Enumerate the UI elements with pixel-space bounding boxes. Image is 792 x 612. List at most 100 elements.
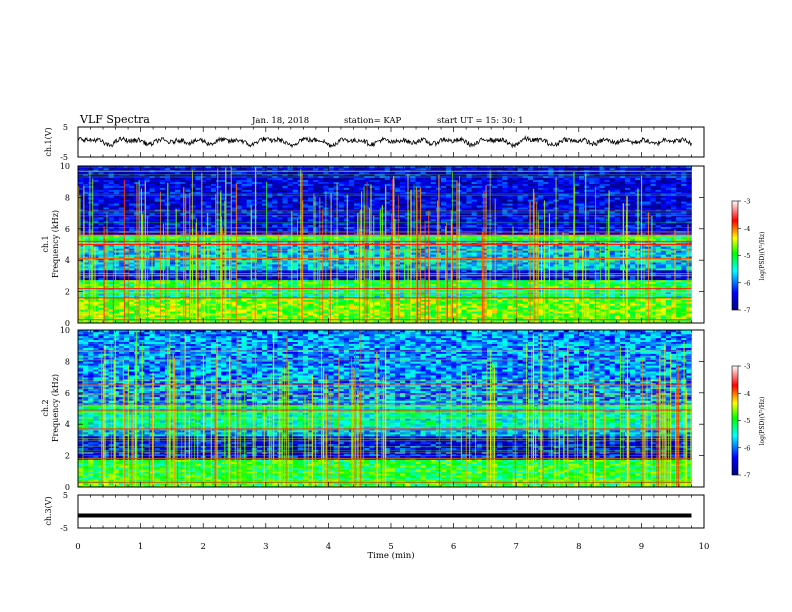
spectrogram-cell (195, 183, 201, 186)
spectrogram-cell (343, 283, 350, 287)
spectrogram-cell (374, 309, 380, 312)
spectrogram-cell (348, 313, 355, 316)
spectrogram-cell (78, 254, 84, 257)
spectrogram-cell (241, 307, 248, 310)
spectrogram-cell (124, 270, 130, 273)
spectrogram-cell (333, 275, 340, 279)
spectrogram-cell (308, 183, 314, 186)
spectrogram-cell (180, 248, 186, 251)
spectrogram-cell (302, 266, 309, 269)
spectrogram-cell (236, 303, 242, 306)
spectrogram-cell (282, 270, 288, 273)
spectrogram-cell (343, 246, 350, 249)
spectrogram-cell (374, 181, 380, 184)
spectrogram-cell (88, 238, 94, 241)
spectrogram-cell (124, 230, 130, 234)
spectrogram-cell (129, 189, 135, 192)
spectrogram-cell (338, 270, 345, 273)
spectrogram-cell (83, 185, 89, 188)
spectrogram-cell (159, 167, 166, 171)
spectrogram-cell (205, 197, 212, 200)
spectrogram-cell (282, 266, 288, 269)
spectrogram-cell (256, 311, 263, 314)
spectrogram-cell (98, 254, 104, 257)
spectrogram-cell (124, 303, 130, 306)
spectrogram-cell (282, 189, 288, 192)
spectrogram-cell (113, 275, 120, 279)
spectrogram-cell (302, 279, 309, 283)
spectrogram-cell (282, 238, 288, 241)
spectrogram-cell (348, 281, 355, 285)
spectrogram-cell (118, 250, 125, 253)
spectrogram-cell (139, 191, 145, 194)
spectrogram-cell (200, 230, 207, 234)
spectrogram-cell (185, 234, 191, 237)
spectrogram-cell (205, 185, 212, 188)
spectrogram-cell (103, 256, 109, 259)
spectrogram-cell (308, 185, 314, 188)
spectrogram-cell (108, 309, 115, 312)
spectrogram-cell (195, 218, 201, 222)
spectrogram-cell (154, 171, 161, 175)
spectrogram-cell (354, 277, 360, 281)
spectrogram-cell (88, 262, 94, 265)
spectrogram-cell (200, 283, 207, 287)
spectrogram-cell (159, 291, 166, 294)
spectrogram-cell (118, 315, 125, 318)
spectrogram-cell (93, 295, 99, 298)
spectrogram-cell (170, 211, 176, 214)
spectrogram-cell (98, 242, 104, 245)
spectrogram-cell (292, 203, 299, 206)
spectrogram-cell (88, 248, 94, 251)
spectrogram-cell (154, 311, 161, 314)
spectrogram-cell (241, 203, 248, 206)
spectrogram-cell (374, 213, 380, 216)
spectrogram-cell (129, 218, 135, 222)
spectrogram-cell (338, 238, 345, 241)
spectrogram-cell (302, 185, 309, 188)
spectrogram-cell (348, 250, 355, 253)
spectrogram-cell (200, 217, 207, 220)
spectrogram-cell (149, 167, 155, 171)
spectrogram-cell (98, 236, 104, 239)
spectrogram-cell (78, 185, 84, 188)
spectrogram-cell (302, 226, 309, 230)
spectrogram-cell (333, 293, 340, 296)
spectrogram-cell (308, 213, 314, 216)
spectrogram-cell (124, 305, 130, 308)
spectrogram-cell (354, 179, 360, 182)
spectrogram-cell (190, 285, 196, 288)
spectrogram-cell (108, 183, 115, 186)
spectrogram-cell (302, 246, 309, 249)
spectrogram-cell (272, 222, 278, 226)
spectrogram-cell (190, 264, 196, 267)
spectrogram-cell (159, 244, 166, 247)
spectrogram-cell (144, 209, 150, 212)
spectrogram-cell (78, 262, 84, 265)
spectrogram-cell (272, 313, 278, 316)
spectrogram-cell (88, 213, 94, 216)
spectrogram-cell (267, 199, 273, 202)
spectrogram-cell (118, 215, 125, 218)
spectrogram-cell (129, 215, 135, 218)
spectrogram-cell (323, 185, 329, 188)
spectrogram-cell (267, 309, 273, 312)
spectrogram-cell (267, 279, 273, 283)
spectrogram-cell (251, 307, 258, 310)
spectrogram-cell (93, 315, 99, 318)
spectrogram-cell (369, 189, 375, 192)
spectrogram-cell (154, 315, 161, 318)
spectrogram-cell (154, 297, 161, 300)
spectrogram-cell (200, 289, 207, 292)
spectrogram-cell (180, 226, 186, 230)
spectrogram-cell (159, 193, 166, 196)
spectrogram-cell (108, 195, 115, 198)
spectrogram-cell (154, 279, 161, 283)
spectrogram-cell (175, 187, 181, 190)
spectrogram-cell (267, 185, 273, 188)
spectrogram-cell (369, 167, 375, 171)
spectrogram-cell (333, 236, 340, 239)
spectrogram-cell (78, 179, 84, 182)
spectrogram-cell (159, 305, 166, 308)
